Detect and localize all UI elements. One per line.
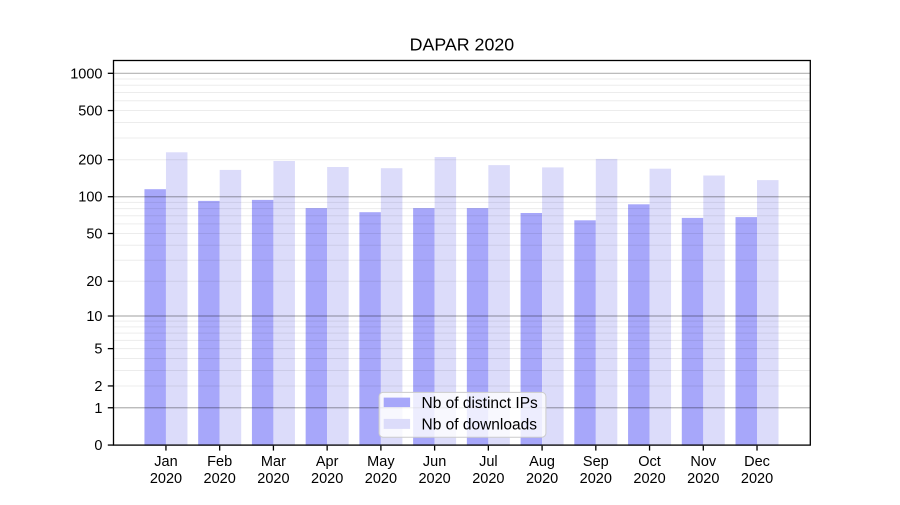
- svg-text:Nb of downloads: Nb of downloads: [422, 417, 538, 434]
- svg-text:Feb: Feb: [207, 454, 232, 470]
- svg-text:Mar: Mar: [261, 454, 286, 470]
- svg-text:2020: 2020: [526, 471, 558, 487]
- svg-text:200: 200: [78, 153, 102, 169]
- svg-text:500: 500: [78, 104, 102, 120]
- svg-text:5: 5: [94, 342, 102, 358]
- svg-text:1000: 1000: [70, 66, 102, 82]
- svg-text:2020: 2020: [257, 471, 289, 487]
- svg-text:Nov: Nov: [690, 454, 717, 470]
- svg-text:Aug: Aug: [529, 454, 555, 470]
- svg-text:2020: 2020: [150, 471, 182, 487]
- svg-text:2020: 2020: [418, 471, 450, 487]
- svg-text:Jul: Jul: [479, 454, 498, 470]
- svg-text:2020: 2020: [472, 471, 504, 487]
- svg-text:2020: 2020: [687, 471, 719, 487]
- svg-text:50: 50: [86, 226, 102, 242]
- svg-text:2020: 2020: [204, 471, 236, 487]
- svg-text:2020: 2020: [741, 471, 773, 487]
- svg-text:Dec: Dec: [744, 454, 770, 470]
- svg-text:2: 2: [94, 379, 102, 395]
- svg-text:2020: 2020: [365, 471, 397, 487]
- svg-text:2020: 2020: [580, 471, 612, 487]
- svg-text:Nb of distinct IPs: Nb of distinct IPs: [422, 395, 539, 412]
- svg-text:Oct: Oct: [638, 454, 661, 470]
- svg-text:Jun: Jun: [423, 454, 446, 470]
- svg-text:May: May: [367, 454, 395, 470]
- svg-text:1: 1: [94, 401, 102, 417]
- svg-text:2020: 2020: [311, 471, 343, 487]
- svg-text:100: 100: [78, 190, 102, 206]
- svg-text:Sep: Sep: [583, 454, 609, 470]
- svg-text:10: 10: [86, 309, 102, 325]
- svg-text:0: 0: [94, 438, 102, 454]
- svg-text:Apr: Apr: [316, 454, 339, 470]
- svg-text:20: 20: [86, 274, 102, 290]
- svg-text:2020: 2020: [633, 471, 665, 487]
- svg-text:Jan: Jan: [154, 454, 177, 470]
- svg-text:DAPAR 2020: DAPAR 2020: [410, 35, 515, 55]
